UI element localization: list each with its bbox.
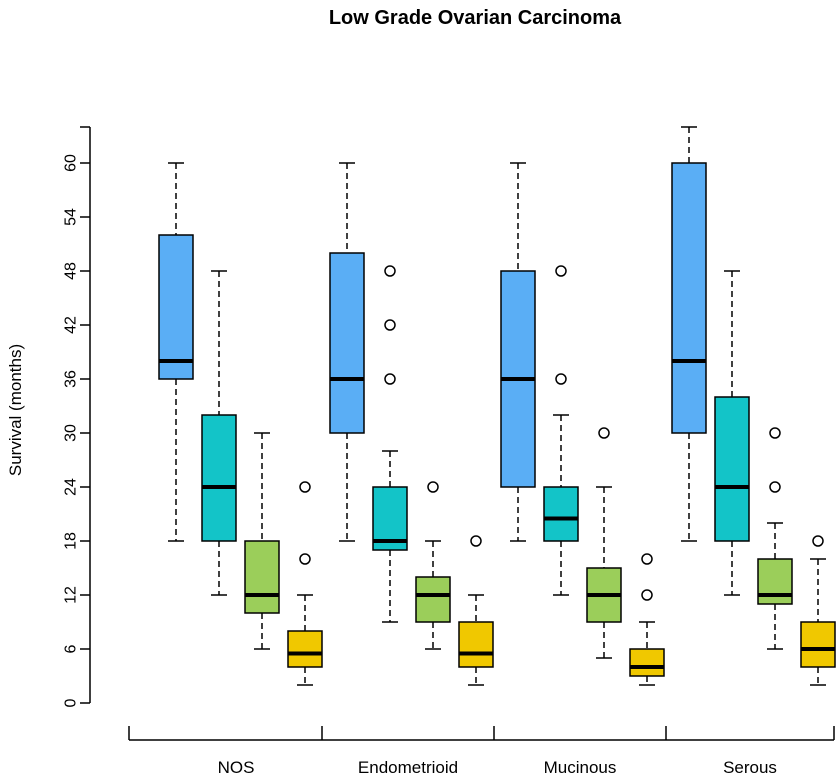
y-tick-label: 42: [63, 316, 80, 334]
x-category-label: Mucinous: [544, 758, 617, 777]
chart-title: Low Grade Ovarian Carcinoma: [329, 7, 622, 29]
box: [158, 234, 194, 380]
box: [800, 621, 836, 668]
outlier-point: [812, 535, 824, 547]
y-axis-label: Survival (months): [6, 344, 25, 476]
y-tick-label: 12: [63, 586, 80, 604]
y-tick-label: 30: [63, 424, 80, 442]
box: [757, 558, 793, 605]
outlier-point: [598, 427, 610, 439]
box-group-endometrioid: [329, 162, 494, 686]
outlier-point: [555, 373, 567, 385]
box: [287, 630, 323, 668]
y-axis: 0 6 12 18 24 30 36 42 48 54 60: [63, 126, 91, 707]
box: [415, 576, 451, 623]
box-group-mucinous: [500, 162, 665, 686]
box: [201, 414, 237, 542]
box: [458, 621, 494, 668]
plot-area: [158, 126, 836, 686]
outlier-point: [427, 481, 439, 493]
y-tick-label: 36: [63, 370, 80, 388]
outlier-point: [384, 373, 396, 385]
box: [543, 486, 579, 542]
box-group-serous: [671, 126, 836, 686]
outlier-point: [470, 535, 482, 547]
outlier-point: [384, 265, 396, 277]
box-group-nos: [158, 162, 323, 686]
y-tick-label: 6: [63, 644, 80, 653]
box: [629, 648, 665, 677]
outlier-point: [555, 265, 567, 277]
x-category-label: NOS: [218, 758, 255, 777]
y-tick-label: 60: [63, 154, 80, 172]
outlier-point: [384, 319, 396, 331]
outlier-point: [299, 553, 311, 565]
y-tick-label: 54: [63, 208, 80, 226]
y-tick-label: 48: [63, 262, 80, 280]
x-category-label: Endometrioid: [358, 758, 458, 777]
outlier-point: [769, 427, 781, 439]
outlier-point: [299, 481, 311, 493]
x-axis: NOS Endometrioid Mucinous Serous: [128, 726, 835, 777]
y-tick-label: 18: [63, 532, 80, 550]
y-tick-label: 24: [63, 478, 80, 496]
x-category-label: Serous: [723, 758, 777, 777]
y-tick-label: 0: [63, 698, 80, 707]
box: [671, 162, 707, 434]
box: [329, 252, 365, 434]
box: [714, 396, 750, 542]
outlier-point: [641, 589, 653, 601]
outlier-point: [769, 481, 781, 493]
outlier-point: [641, 553, 653, 565]
box: [244, 540, 280, 614]
